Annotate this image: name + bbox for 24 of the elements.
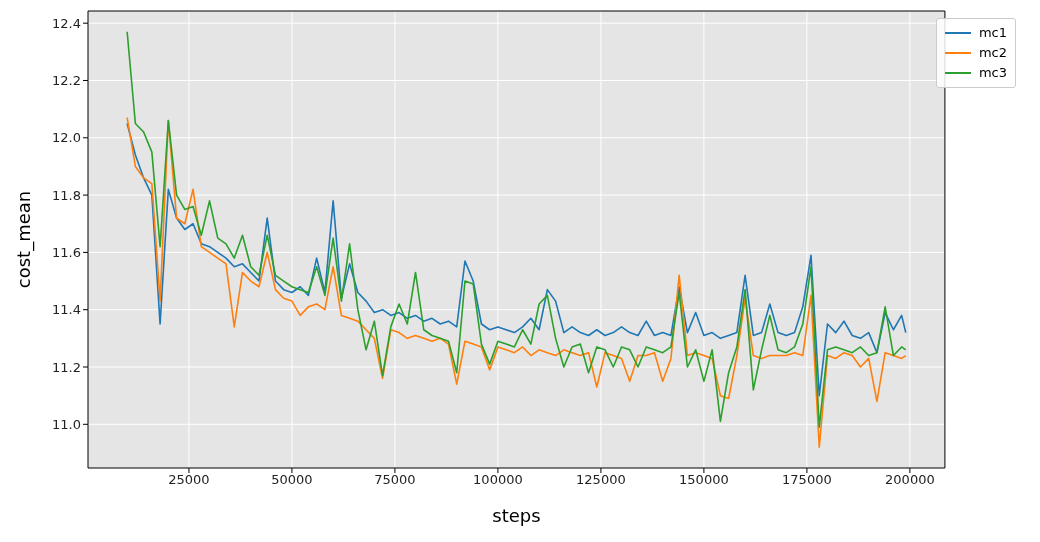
legend-label: mc2 (978, 44, 1007, 62)
y-tick-label: 12.4 (52, 15, 81, 31)
x-axis-title: steps (492, 505, 541, 526)
x-tick-label: 125000 (576, 472, 626, 488)
y-tick-label: 11.6 (52, 245, 81, 261)
y-tick-label: 12.0 (52, 130, 81, 146)
line-series (126, 122, 907, 397)
x-tick-label: 75000 (374, 472, 416, 488)
x-tick-label: 100000 (473, 472, 523, 488)
y-tick-label: 11.4 (52, 302, 81, 318)
y-tick-label: 11.8 (52, 187, 81, 203)
x-tick-label: 25000 (168, 472, 210, 488)
y-tick-label: 11.2 (52, 359, 81, 375)
y-tick-label: 12.2 (52, 73, 81, 89)
x-tick-label: 175000 (782, 472, 832, 488)
legend-label: mc1 (978, 24, 1007, 42)
x-tick-label: 150000 (679, 472, 729, 488)
y-tick-label: 11.0 (52, 416, 81, 432)
x-tick-label: 200000 (885, 472, 935, 488)
y-axis-title: cost_mean (13, 190, 36, 289)
legend-label: mc3 (978, 64, 1007, 82)
x-tick-label: 50000 (271, 472, 313, 488)
line-series (126, 116, 907, 449)
line-series (126, 30, 907, 428)
